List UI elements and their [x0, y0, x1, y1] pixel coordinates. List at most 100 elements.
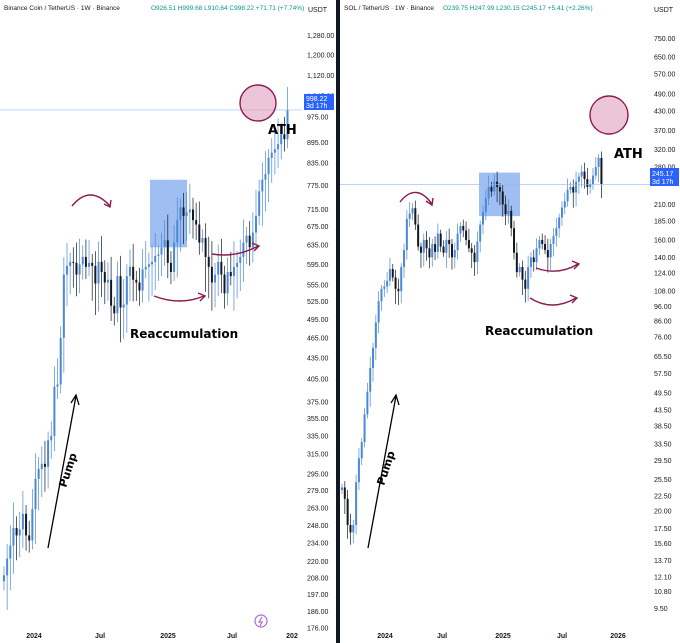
- left-candle: [25, 513, 28, 536]
- right-candle: [569, 187, 572, 190]
- right-candle: [507, 210, 510, 215]
- left-y-tick-label: 176.00: [307, 626, 329, 633]
- right-y-tick-label: 210.00: [654, 202, 676, 209]
- left-y-tick-label: 263.00: [307, 506, 329, 513]
- left-candle: [43, 463, 46, 467]
- left-candle: [116, 276, 119, 314]
- bnb-price-value: 998.22: [306, 96, 328, 103]
- right-candle: [391, 269, 394, 278]
- right-candle: [386, 280, 389, 287]
- right-x-tick-label: Jul: [557, 633, 567, 640]
- left-candle: [229, 271, 232, 277]
- right-candle: [372, 347, 375, 368]
- left-candle: [84, 256, 87, 267]
- left-candle: [163, 240, 166, 248]
- left-y-tick-label: 405.00: [307, 377, 329, 384]
- right-candle: [439, 233, 442, 247]
- left-candle: [66, 265, 68, 275]
- right-x-tick-label: 2026: [610, 633, 626, 640]
- left-candle: [106, 279, 109, 283]
- right-candle: [544, 244, 547, 251]
- left-candle: [220, 261, 223, 275]
- right-ath-circle: [589, 95, 629, 135]
- bnb-symbol-line: Binance Coin / TetherUS · 1W · Binance: [4, 5, 120, 12]
- right-candle: [510, 210, 513, 229]
- sol-ath-label: ATH: [614, 147, 643, 162]
- left-candle: [251, 232, 254, 248]
- sol-bottom-arrow-head: [569, 294, 579, 304]
- sol-chart-panel: SOL / TetherUS · 1W · Binance O239.75 H2…: [340, 0, 680, 643]
- right-candle: [355, 482, 358, 525]
- left-highlight-box: [150, 179, 187, 248]
- right-y-tick-label: 22.50: [654, 493, 672, 500]
- left-candle: [267, 157, 270, 175]
- right-candle: [470, 248, 473, 253]
- bnb-ohlc-line: O926.51 H999.68 L910.64 C998.22 +71.71 (…: [151, 5, 304, 12]
- left-candle: [283, 134, 286, 140]
- left-y-tick-label: 208.00: [307, 576, 329, 583]
- right-y-tick-label: 370.00: [654, 128, 676, 135]
- left-candle: [198, 224, 201, 243]
- left-y-tick-label: 555.00: [307, 283, 329, 290]
- left-candle: [166, 240, 169, 263]
- left-candle: [15, 528, 18, 536]
- left-candle: [214, 274, 217, 283]
- right-x-tick-label: 2024: [377, 633, 393, 640]
- sol-top-arrow: [399, 191, 433, 205]
- right-y-tick-label: 38.50: [654, 423, 672, 430]
- bnb-top-arrow: [71, 194, 111, 207]
- left-candle: [53, 386, 56, 436]
- left-candle: [37, 468, 40, 479]
- right-candle: [360, 442, 363, 459]
- right-candle: [524, 279, 527, 289]
- left-candle: [204, 237, 207, 257]
- right-candle: [417, 224, 420, 247]
- right-y-tick-label: 320.00: [654, 147, 676, 154]
- bnb-bottom-arrow-head: [197, 292, 207, 302]
- bnb-bottom-arrow: [153, 295, 205, 302]
- right-y-tick-label: 86.00: [654, 318, 672, 325]
- left-y-tick-label: 197.00: [307, 592, 329, 599]
- right-y-tick-label: 13.70: [654, 558, 672, 565]
- left-candle: [239, 256, 242, 263]
- right-candle: [532, 257, 535, 263]
- left-x-tick-label: Jul: [227, 633, 237, 640]
- right-candle: [572, 187, 575, 193]
- sol-pump-arrow: [367, 395, 397, 549]
- right-y-tick-label: 29.50: [654, 458, 672, 465]
- right-y-tick-label: 140.00: [654, 255, 676, 262]
- left-candle: [188, 209, 191, 213]
- sol-price-value: 245.17: [652, 171, 674, 178]
- left-y-tick-label: 775.00: [307, 183, 329, 190]
- left-candle: [59, 337, 62, 385]
- left-candle: [47, 440, 50, 467]
- right-candle: [428, 248, 431, 258]
- left-candle: [81, 256, 84, 265]
- right-candle: [414, 208, 417, 225]
- left-y-tick-label: 1,280.00: [307, 33, 334, 40]
- right-candle: [405, 218, 408, 251]
- right-candle: [493, 181, 496, 192]
- right-candle: [501, 191, 504, 205]
- right-candle: [366, 391, 369, 415]
- left-y-tick-label: 635.00: [307, 242, 329, 249]
- left-candle: [125, 276, 128, 305]
- sol-top-arrow-head: [425, 197, 434, 207]
- right-candle: [560, 207, 563, 218]
- sol-reaccumulation-label: Reaccumulation: [485, 324, 593, 338]
- right-y-tick-label: 20.00: [654, 509, 672, 516]
- left-candle: [223, 274, 226, 294]
- bnb-chart-panel: Binance Coin / TetherUS · 1W · Binance O…: [0, 0, 336, 643]
- left-candle: [248, 235, 251, 248]
- left-candle: [88, 262, 91, 267]
- tv-logo-icon[interactable]: [254, 614, 268, 628]
- left-y-tick-label: 234.00: [307, 541, 329, 548]
- left-candle: [100, 261, 103, 272]
- right-candle: [546, 250, 549, 258]
- right-candle: [529, 257, 532, 268]
- left-candle: [217, 261, 220, 275]
- right-candle: [504, 204, 507, 215]
- left-y-tick-label: 186.00: [307, 609, 329, 616]
- sol-pump-arrow-head: [390, 393, 400, 406]
- left-y-tick-label: 355.00: [307, 416, 329, 423]
